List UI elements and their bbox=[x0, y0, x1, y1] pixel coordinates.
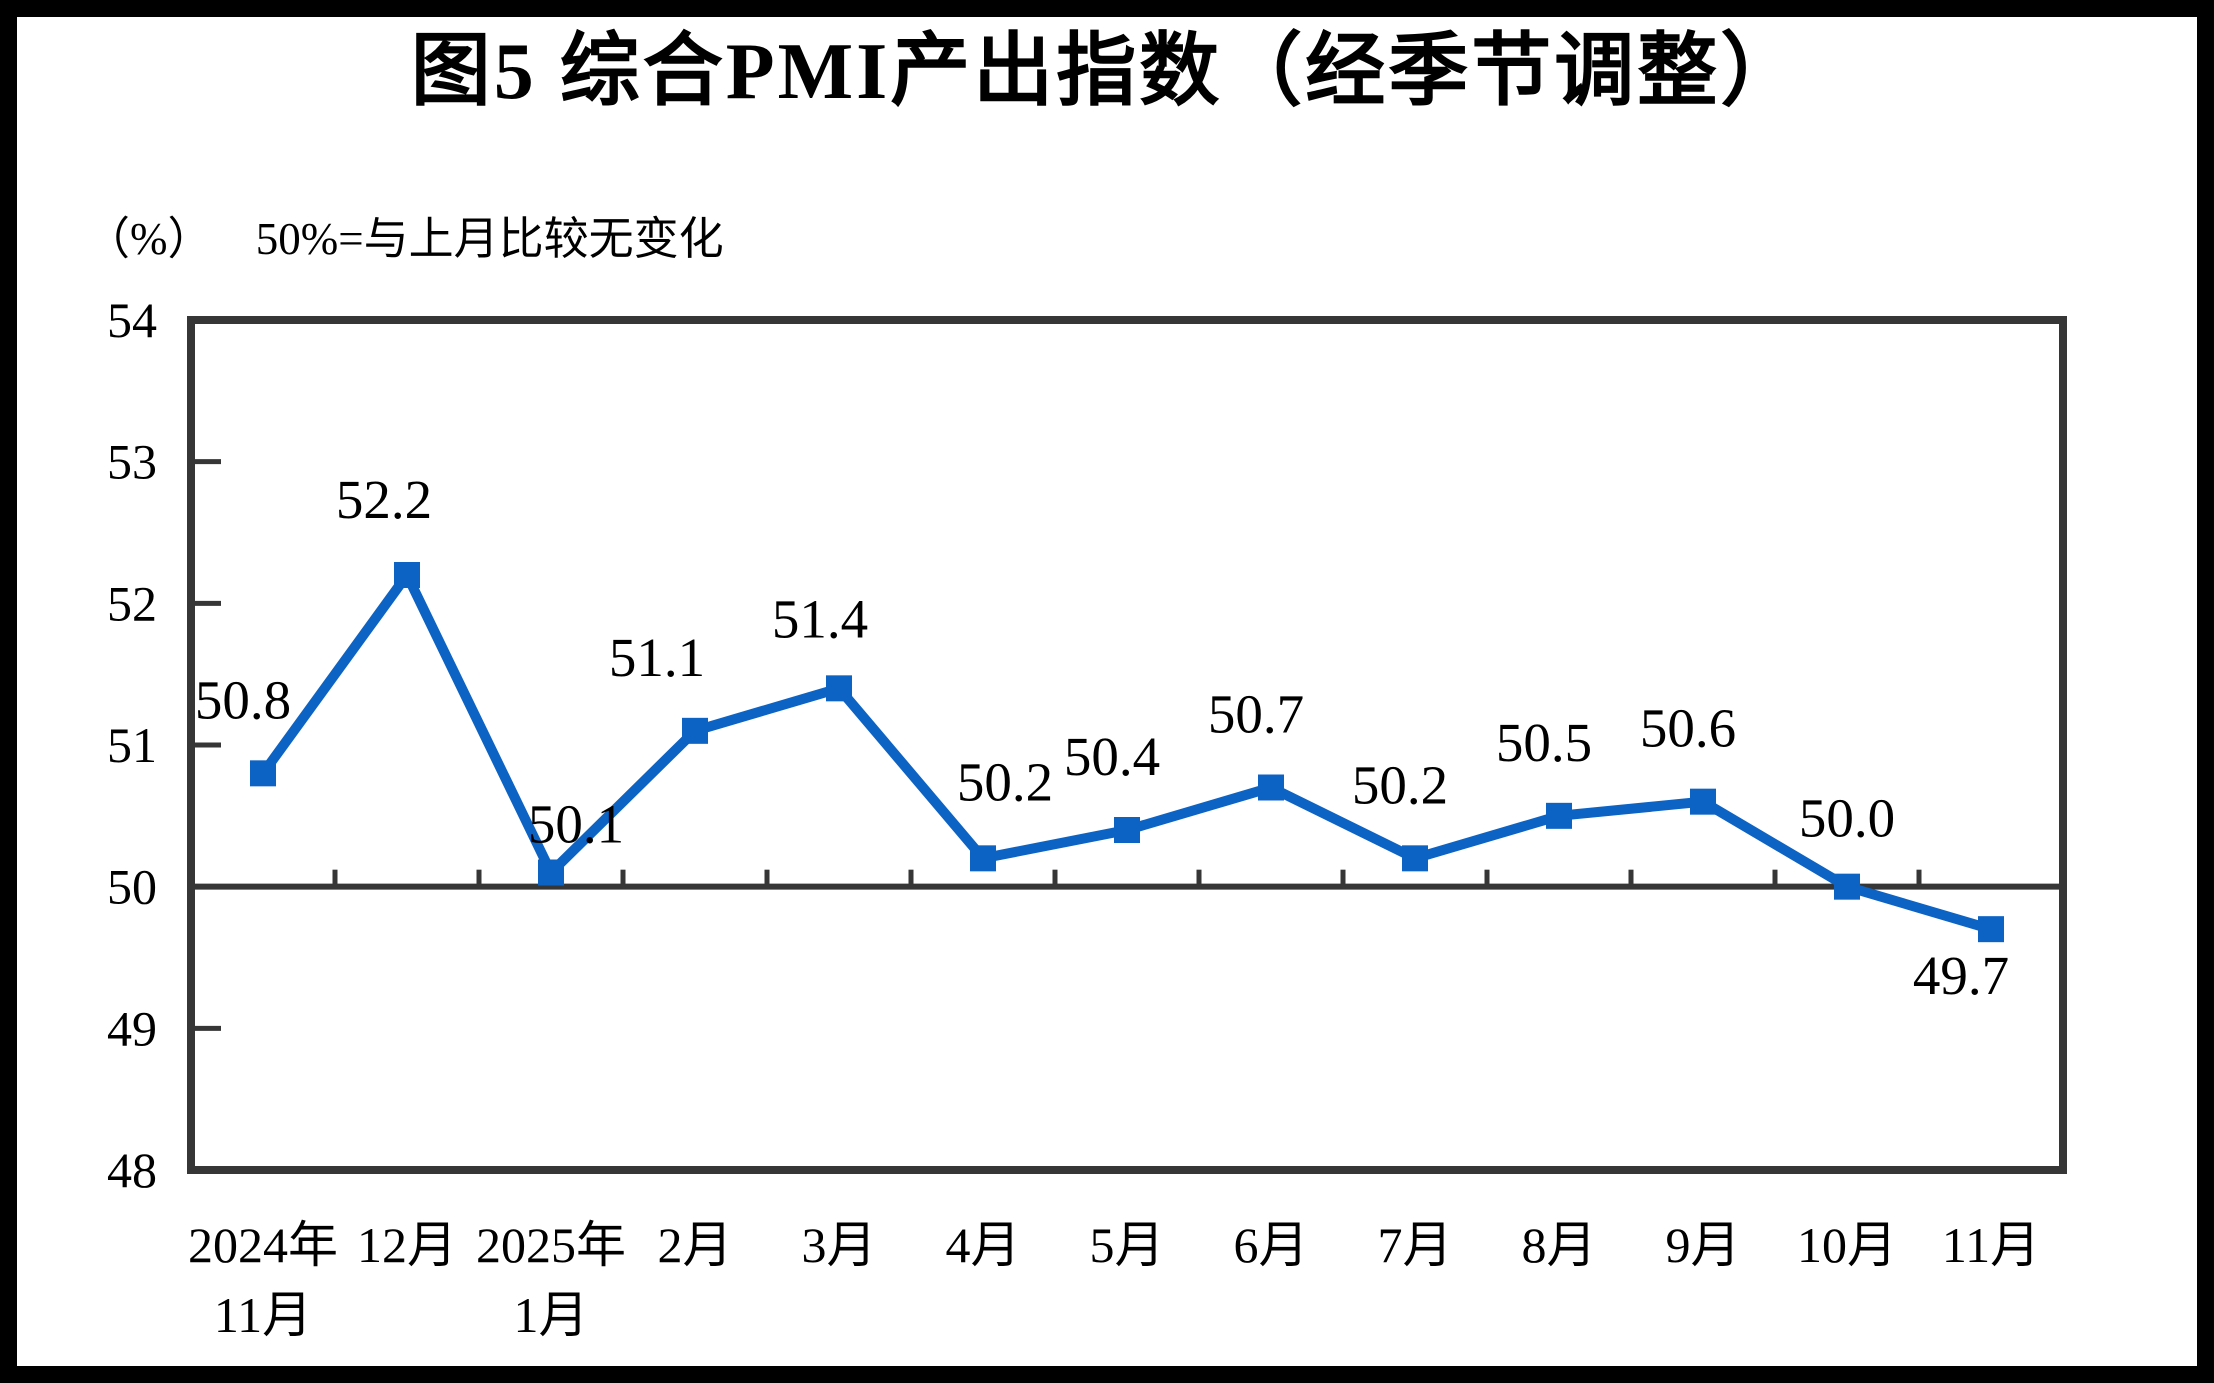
data-point-label: 50.4 bbox=[1064, 726, 1160, 787]
x-axis-label: 5月 bbox=[1090, 1217, 1165, 1273]
data-point-marker bbox=[1834, 873, 1860, 900]
y-axis-label: 51 bbox=[107, 717, 157, 773]
data-point-label: 50.2 bbox=[957, 751, 1053, 812]
x-axis-label: 8月 bbox=[1522, 1217, 1597, 1273]
data-point-marker bbox=[394, 562, 420, 588]
data-point-label: 50.1 bbox=[528, 794, 624, 855]
x-axis-label: 12月 bbox=[357, 1217, 457, 1273]
x-axis-label: 2025年 1月 bbox=[476, 1217, 626, 1343]
x-axis-label: 6月 bbox=[1234, 1217, 1309, 1273]
data-point-marker bbox=[970, 845, 996, 872]
x-axis-label: 7月 bbox=[1378, 1217, 1453, 1273]
y-axis-label: 54 bbox=[107, 292, 157, 348]
data-point-marker bbox=[1258, 774, 1284, 801]
data-point-marker bbox=[1978, 916, 2004, 943]
data-point-label: 50.2 bbox=[1352, 754, 1448, 815]
y-axis-label: 49 bbox=[107, 1000, 157, 1056]
x-axis-label: 4月 bbox=[946, 1217, 1021, 1273]
y-axis-unit-label: （%） bbox=[85, 214, 213, 264]
data-point-marker bbox=[1114, 817, 1140, 843]
reference-line-note: 50%=与上月比较无变化 bbox=[255, 214, 724, 264]
data-point-marker bbox=[1690, 788, 1716, 815]
data-point-label: 50.0 bbox=[1799, 788, 1895, 849]
y-axis-label: 48 bbox=[107, 1142, 157, 1198]
y-axis-label: 50 bbox=[107, 859, 157, 915]
data-point-label: 50.5 bbox=[1496, 712, 1592, 773]
y-axis-label: 52 bbox=[107, 575, 157, 631]
x-axis-label: 2024年 11月 bbox=[188, 1217, 338, 1343]
data-point-marker bbox=[1402, 845, 1428, 872]
x-axis-label: 10月 bbox=[1797, 1217, 1897, 1273]
data-point-marker bbox=[538, 859, 564, 886]
y-axis-label: 53 bbox=[107, 434, 157, 490]
data-point-marker bbox=[682, 717, 708, 744]
data-point-label: 52.2 bbox=[336, 469, 432, 530]
data-point-marker bbox=[826, 675, 852, 702]
data-point-label: 49.7 bbox=[1913, 945, 2009, 1006]
data-point-label: 50.8 bbox=[195, 669, 291, 730]
data-point-label: 51.1 bbox=[609, 627, 705, 688]
data-point-label: 50.6 bbox=[1640, 698, 1736, 759]
data-point-marker bbox=[1546, 802, 1572, 829]
plot-border bbox=[187, 316, 2067, 1174]
data-point-label: 50.7 bbox=[1208, 684, 1304, 745]
data-point-marker bbox=[250, 760, 276, 787]
x-axis-label: 11月 bbox=[1942, 1217, 2040, 1273]
x-axis-label: 9月 bbox=[1666, 1217, 1741, 1273]
chart-canvas bbox=[17, 17, 2197, 1366]
x-axis-label: 2月 bbox=[658, 1217, 733, 1273]
chart-subtitle: （%） 50%=与上月比较无变化 bbox=[85, 202, 724, 267]
x-axis-label: 3月 bbox=[802, 1217, 877, 1273]
chart-title: 图5 综合PMI产出指数（经季节调整） bbox=[410, 28, 1804, 116]
data-point-label: 51.4 bbox=[772, 588, 868, 649]
